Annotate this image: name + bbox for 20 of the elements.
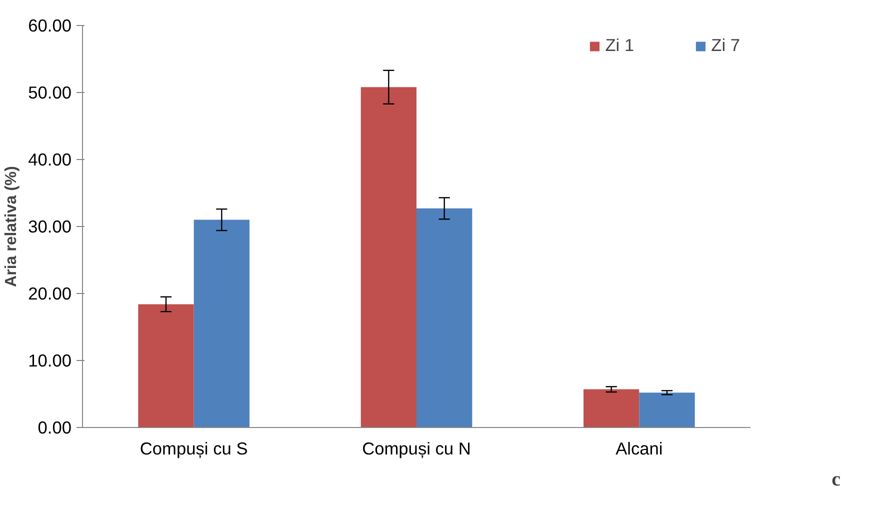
y-tick-label: 20.00 [28, 284, 72, 304]
y-axis-title: Aria relativa (%) [3, 166, 20, 287]
x-tick-label: Compuși cu S [140, 438, 248, 458]
bar [360, 87, 416, 428]
bar [416, 208, 472, 428]
text: c [832, 468, 841, 490]
y-tick-label: 40.00 [28, 150, 72, 170]
bar [138, 304, 194, 428]
x-tick-label: Alcani [616, 438, 663, 458]
y-tick-label: 10.00 [28, 350, 72, 370]
y-tick-label: 60.00 [28, 16, 72, 36]
y-tick-label: 0.00 [38, 418, 72, 438]
bar [584, 389, 640, 428]
bar [639, 392, 695, 428]
y-tick-label: 30.00 [28, 216, 72, 236]
x-tick-label: Compuși cu N [362, 438, 471, 458]
legend-label: Zi 1 [605, 35, 634, 56]
y-tick-label: 50.00 [28, 82, 72, 102]
bar [194, 220, 250, 428]
legend-label: Zi 7 [711, 35, 740, 56]
